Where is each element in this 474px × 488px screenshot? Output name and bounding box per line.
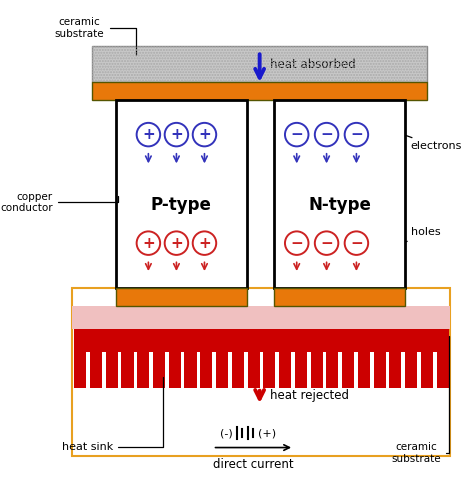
- Text: holes: holes: [406, 227, 440, 242]
- Text: +: +: [198, 127, 211, 142]
- Bar: [216, 352, 228, 388]
- Bar: [73, 288, 450, 456]
- Bar: [263, 352, 275, 388]
- Bar: [169, 352, 181, 388]
- Text: ceramic
substrate: ceramic substrate: [392, 336, 449, 464]
- Text: electrons: electrons: [406, 136, 462, 151]
- Text: heat absorbed: heat absorbed: [270, 59, 356, 71]
- Text: −: −: [320, 236, 333, 251]
- Bar: [184, 352, 197, 388]
- Bar: [106, 352, 118, 388]
- Text: +: +: [170, 236, 183, 251]
- Text: (+): (+): [258, 428, 276, 438]
- Bar: [92, 46, 427, 82]
- Bar: [74, 352, 86, 388]
- Text: (-): (-): [220, 428, 233, 438]
- Bar: [116, 288, 247, 306]
- Text: direct current: direct current: [213, 458, 293, 471]
- Text: −: −: [350, 236, 363, 251]
- Bar: [92, 46, 427, 82]
- Bar: [247, 352, 260, 388]
- Bar: [90, 352, 102, 388]
- Bar: [326, 352, 338, 388]
- Bar: [421, 352, 433, 388]
- Text: +: +: [170, 127, 183, 142]
- Bar: [310, 352, 323, 388]
- Text: copper
conductor: copper conductor: [0, 192, 118, 213]
- Bar: [73, 306, 450, 329]
- Bar: [153, 352, 165, 388]
- Text: heat sink: heat sink: [62, 377, 163, 452]
- Bar: [232, 352, 244, 388]
- Bar: [274, 288, 405, 306]
- Bar: [295, 352, 307, 388]
- Text: ceramic
substrate: ceramic substrate: [55, 17, 136, 55]
- Bar: [121, 352, 134, 388]
- Bar: [200, 352, 212, 388]
- Bar: [137, 352, 149, 388]
- Bar: [358, 352, 370, 388]
- Text: −: −: [350, 127, 363, 142]
- Bar: [116, 100, 247, 288]
- Text: +: +: [142, 236, 155, 251]
- Text: N-type: N-type: [308, 196, 371, 214]
- Bar: [437, 352, 449, 388]
- Bar: [374, 352, 386, 388]
- Text: −: −: [291, 127, 303, 142]
- Bar: [279, 352, 291, 388]
- Text: −: −: [291, 236, 303, 251]
- Bar: [74, 329, 449, 352]
- Text: P-type: P-type: [151, 196, 212, 214]
- Bar: [389, 352, 401, 388]
- Text: +: +: [198, 236, 211, 251]
- Bar: [92, 82, 427, 100]
- Bar: [274, 100, 405, 288]
- Text: heat rejected: heat rejected: [270, 388, 348, 402]
- Text: +: +: [142, 127, 155, 142]
- Bar: [342, 352, 354, 388]
- Bar: [405, 352, 417, 388]
- Text: −: −: [320, 127, 333, 142]
